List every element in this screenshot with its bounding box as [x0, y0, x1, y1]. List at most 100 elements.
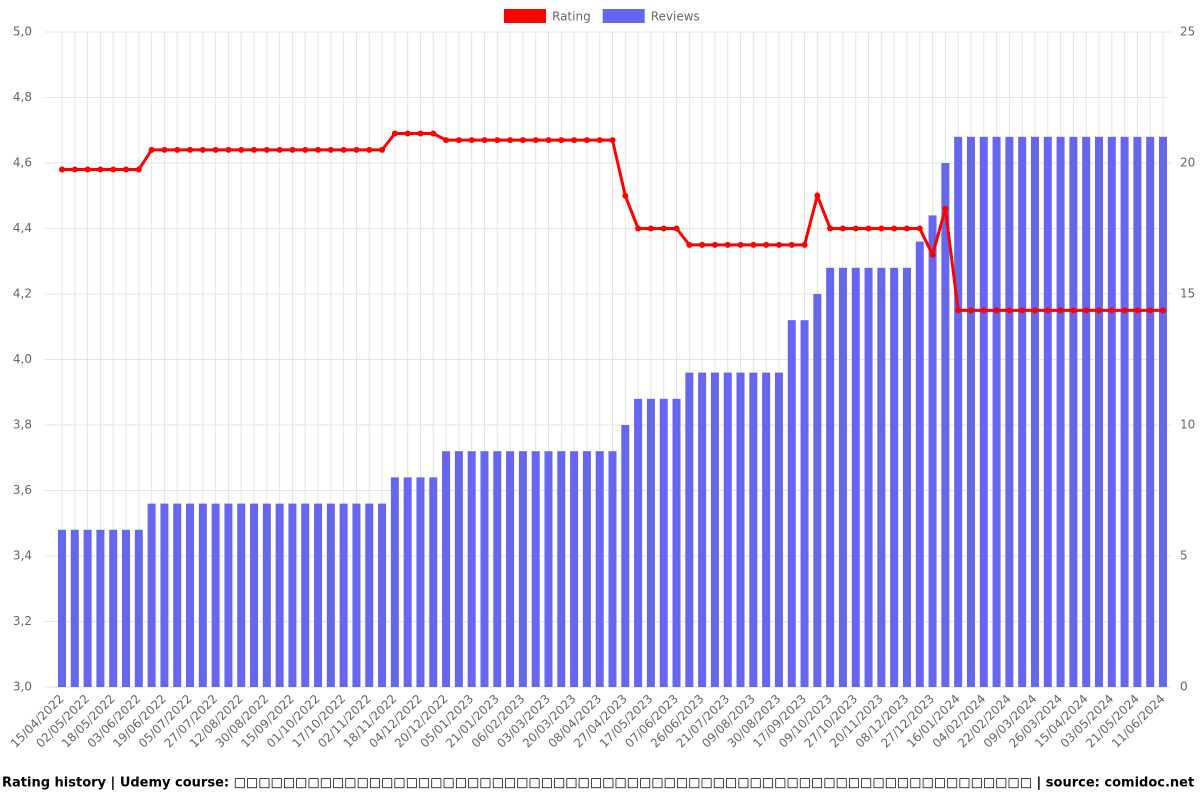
- point: [1108, 307, 1115, 314]
- bar: [262, 503, 271, 687]
- point: [225, 146, 232, 153]
- y-tick-label: 4,4: [13, 221, 32, 235]
- bar: [685, 372, 694, 687]
- point: [59, 166, 65, 173]
- point: [967, 307, 974, 314]
- point: [494, 137, 501, 144]
- y2-tick-label: 15: [1180, 287, 1195, 301]
- point: [1006, 307, 1013, 314]
- point: [84, 166, 91, 173]
- point: [635, 225, 642, 232]
- bar: [774, 372, 783, 687]
- point: [161, 146, 168, 153]
- point: [519, 137, 526, 144]
- y-tick-label: 5,0: [13, 25, 32, 39]
- bar: [608, 451, 617, 687]
- bar: [173, 503, 182, 687]
- point: [1057, 307, 1064, 314]
- bar: [314, 503, 323, 687]
- bar: [634, 398, 643, 687]
- point: [199, 146, 206, 153]
- bar: [506, 451, 515, 687]
- point: [673, 225, 680, 232]
- bar: [1069, 136, 1078, 688]
- bar: [160, 503, 169, 687]
- point: [878, 225, 885, 232]
- point: [443, 137, 450, 144]
- bar: [851, 267, 860, 687]
- bar: [1005, 136, 1014, 688]
- point: [238, 146, 245, 153]
- point: [481, 137, 488, 144]
- bar: [979, 136, 988, 688]
- point: [558, 137, 565, 144]
- point: [955, 307, 962, 314]
- legend-swatch: [602, 9, 645, 23]
- point: [1147, 307, 1154, 314]
- point: [609, 137, 616, 144]
- point: [737, 241, 744, 248]
- bar: [429, 477, 438, 687]
- point: [1019, 307, 1026, 314]
- bar: [1056, 136, 1065, 688]
- point: [852, 225, 859, 232]
- bar: [864, 267, 873, 687]
- bar: [237, 503, 246, 687]
- bar: [813, 294, 822, 687]
- bar: [570, 451, 579, 687]
- point: [327, 146, 334, 153]
- bar: [1133, 136, 1142, 688]
- bar: [838, 267, 847, 687]
- bar: [941, 163, 950, 687]
- y2-tick-label: 10: [1180, 418, 1195, 432]
- y-tick-label: 3,4: [13, 549, 32, 563]
- y-tick-label: 3,0: [13, 680, 32, 694]
- bar: [966, 136, 975, 688]
- bar: [109, 529, 118, 687]
- bar: [352, 503, 361, 687]
- bar: [698, 372, 707, 687]
- point: [1095, 307, 1102, 314]
- point: [507, 137, 514, 144]
- bar: [122, 529, 131, 687]
- bar: [390, 477, 399, 687]
- y-tick-label: 4,2: [13, 287, 32, 301]
- bar: [493, 451, 502, 687]
- point: [430, 130, 437, 137]
- bar: [1018, 136, 1027, 688]
- point: [1121, 307, 1128, 314]
- y-tick-label: 3,8: [13, 418, 32, 432]
- point: [135, 166, 142, 173]
- bar: [723, 372, 732, 687]
- point: [1070, 307, 1077, 314]
- bar: [659, 398, 668, 687]
- point: [251, 146, 258, 153]
- bar: [480, 451, 489, 687]
- point: [647, 225, 654, 232]
- point: [763, 241, 770, 248]
- bar: [928, 215, 937, 687]
- point: [302, 146, 309, 153]
- point: [148, 146, 155, 153]
- point: [839, 225, 846, 232]
- bar: [1094, 136, 1103, 688]
- bar: [339, 503, 348, 687]
- point: [827, 225, 834, 232]
- bar: [646, 398, 655, 687]
- bar: [250, 503, 259, 687]
- point: [545, 137, 552, 144]
- point: [468, 137, 475, 144]
- point: [711, 241, 718, 248]
- y2-tick-label: 20: [1180, 156, 1195, 170]
- point: [788, 241, 795, 248]
- bar: [211, 503, 220, 687]
- bar: [1159, 136, 1167, 688]
- point: [71, 166, 78, 173]
- bar: [467, 451, 476, 687]
- bar: [96, 529, 105, 687]
- bar: [365, 503, 374, 687]
- bar: [531, 451, 540, 687]
- bar: [954, 136, 963, 688]
- point: [340, 146, 347, 153]
